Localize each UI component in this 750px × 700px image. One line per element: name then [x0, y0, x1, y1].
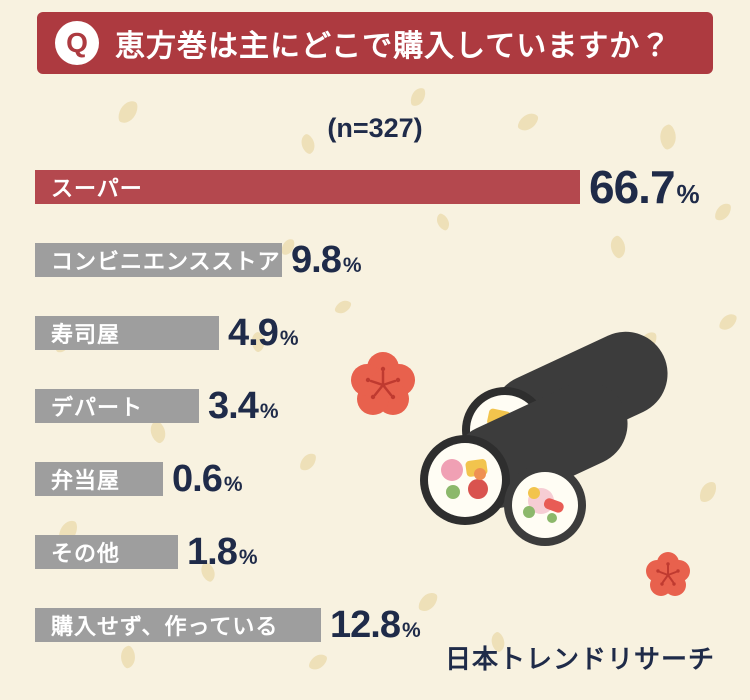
bar-value: 9.8% — [291, 239, 362, 281]
bar-chart: スーパー 66.7% コンビニエンスストア 9.8% 寿司屋 4.9% デパート 3.4% 弁当… — [35, 164, 700, 681]
ehomaki-illustration — [351, 331, 690, 596]
bar-category-label: コンビニエンスストア — [51, 249, 281, 274]
plum-blossom-large-icon — [351, 352, 415, 415]
bar-5: その他 — [35, 535, 178, 569]
bar-category-label: デパート — [51, 395, 144, 420]
brand-logo: 日本トレンドリサーチ — [444, 644, 715, 674]
bar-category-label: スーパー — [51, 176, 143, 201]
bar-0: スーパー — [35, 170, 580, 204]
bar-row: 購入せず、作っている 12.8% — [35, 604, 700, 646]
bar-1: コンビニエンスストア — [35, 243, 282, 277]
bar-row: その他 1.8% — [35, 531, 700, 573]
bar-category-label: その他 — [51, 541, 121, 566]
bar-row: 寿司屋 4.9% — [35, 312, 700, 354]
question-title: 恵方巻は主にどこで購入していますか？ — [115, 30, 672, 63]
bar-row: コンビニエンスストア 9.8% — [35, 239, 700, 281]
bar-value: 4.9% — [228, 312, 299, 354]
bar-value: 1.8% — [187, 531, 258, 573]
bar-category-label: 購入せず、作っている — [51, 614, 279, 639]
bar-value: 66.7% — [589, 161, 700, 213]
bar-3: デパート — [35, 389, 199, 423]
petal-decoration — [409, 86, 427, 108]
q-badge-label: Q — [66, 27, 88, 58]
bar-row: スーパー 66.7% — [35, 164, 700, 210]
q-badge-icon: Q — [55, 21, 99, 65]
sample-size-label: (n=327) — [327, 113, 423, 143]
bar-value: 0.6% — [172, 458, 243, 500]
sushi-slice-icon — [504, 464, 586, 546]
bar-row: 弁当屋 0.6% — [35, 458, 700, 500]
bar-row: デパート 3.4% — [35, 385, 700, 427]
bar-2: 寿司屋 — [35, 316, 219, 350]
petal-decoration — [713, 200, 733, 224]
bar-value: 12.8% — [330, 604, 421, 646]
question-banner: Q 恵方巻は主にどこで購入していますか？ — [37, 12, 713, 74]
plum-blossom-small-icon — [646, 552, 690, 596]
bar-value: 3.4% — [208, 385, 279, 427]
bar-category-label: 寿司屋 — [51, 322, 121, 347]
bar-4: 弁当屋 — [35, 462, 163, 496]
bar-category-label: 弁当屋 — [51, 468, 121, 493]
sushi-roll-front-icon — [420, 381, 628, 525]
bar-6: 購入せず、作っている — [35, 608, 321, 642]
